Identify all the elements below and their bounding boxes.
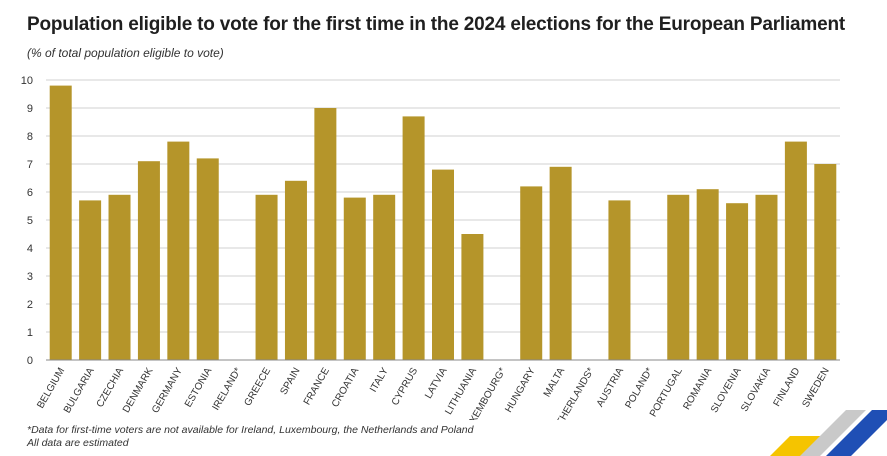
bar: [755, 194, 778, 360]
bar: [343, 197, 366, 360]
x-tick-label: ESTONIA: [183, 366, 215, 410]
bar: [373, 194, 396, 360]
bar: [402, 116, 425, 361]
bar: [608, 200, 631, 360]
bar: [79, 200, 102, 360]
bar: [167, 141, 190, 360]
bar: [784, 141, 807, 360]
x-tick-label: IRELAND*: [211, 366, 244, 413]
x-tick-label: SLOVAKIA: [739, 366, 773, 414]
x-tick-label: POLAND*: [623, 366, 655, 411]
y-tick-label: 3: [27, 271, 33, 283]
chart-subtitle: (% of total population eligible to vote): [27, 46, 224, 60]
x-tick-label: FINLAND: [772, 366, 803, 409]
y-tick-label: 5: [27, 215, 33, 227]
bar: [667, 194, 690, 360]
y-tick-label: 6: [27, 187, 33, 199]
bar: [49, 85, 72, 360]
footnote-estimated: All data are estimated: [27, 437, 129, 449]
x-tick-label: ITALY: [368, 366, 391, 395]
y-tick-label: 1: [27, 327, 33, 339]
x-tick-label: GERMANY: [150, 366, 185, 416]
x-tick-label: HUNGARY: [503, 366, 538, 415]
footnote-availability: *Data for first-time voters are not avai…: [27, 424, 474, 436]
bar: [255, 194, 278, 360]
bar: [549, 166, 572, 360]
x-tick-label: CYPRUS: [390, 366, 421, 408]
bar: [814, 164, 837, 360]
x-tick-label: LATVIA: [423, 366, 450, 401]
x-tick-label: FRANCE: [302, 366, 332, 407]
x-tick-label: SWEDEN: [800, 366, 831, 410]
bar: [108, 194, 131, 360]
chart-title: Population eligible to vote for the firs…: [27, 14, 846, 35]
y-tick-label: 4: [27, 243, 33, 255]
bar: [696, 189, 719, 360]
bar: [520, 186, 543, 360]
y-tick-label: 0: [27, 355, 33, 367]
x-tick-label: BELGIUM: [35, 366, 67, 410]
logo-yellow-stripe: [770, 436, 828, 456]
bar: [432, 169, 454, 360]
x-tick-label: CROATIA: [330, 366, 362, 410]
bar: [137, 161, 160, 360]
x-tick-label: CZECHIA: [95, 366, 127, 410]
y-tick-label: 2: [27, 299, 33, 311]
bar-chart: 012345678910BELGIUMBULGARIACZECHIADENMAR…: [21, 75, 840, 420]
bar: [461, 234, 484, 360]
x-tick-label: SPAIN: [278, 366, 302, 397]
bar: [314, 108, 337, 360]
x-tick-label: MALTA: [542, 366, 568, 399]
bar: [284, 180, 307, 360]
bar: [196, 158, 219, 360]
y-tick-label: 10: [21, 75, 33, 87]
x-tick-label: BULGARIA: [62, 366, 97, 416]
y-tick-label: 8: [27, 131, 33, 143]
y-tick-label: 9: [27, 103, 33, 115]
y-tick-label: 7: [27, 159, 33, 171]
x-tick-label: AUSTRIA: [595, 366, 626, 409]
x-tick-label: GREECE: [243, 366, 274, 408]
bar: [726, 203, 749, 360]
x-tick-label: ROMANIA: [681, 366, 714, 412]
